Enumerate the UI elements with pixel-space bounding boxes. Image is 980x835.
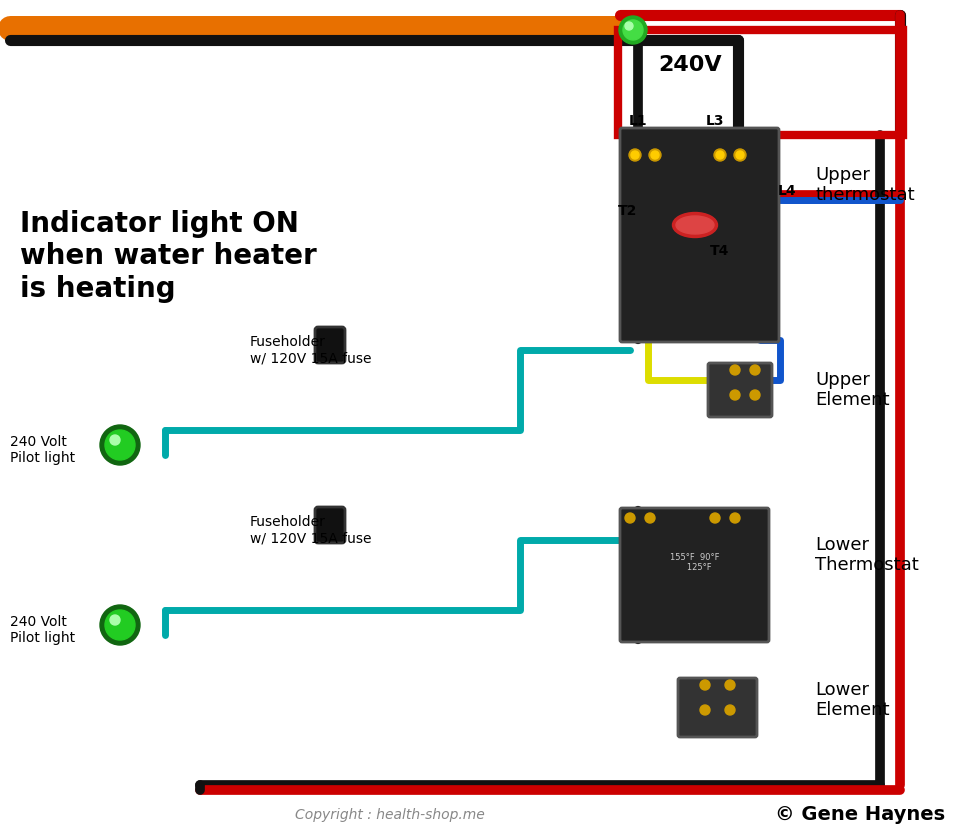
Circle shape [100, 605, 140, 645]
FancyBboxPatch shape [708, 363, 772, 417]
Circle shape [734, 149, 746, 161]
FancyBboxPatch shape [620, 128, 779, 342]
Circle shape [730, 390, 740, 400]
Circle shape [714, 149, 726, 161]
Circle shape [631, 151, 639, 159]
Text: Lower
Thermostat: Lower Thermostat [815, 535, 919, 574]
FancyBboxPatch shape [620, 508, 769, 642]
Circle shape [651, 151, 659, 159]
Circle shape [725, 680, 735, 690]
Circle shape [736, 151, 744, 159]
Text: Indicator light ON
when water heater
is heating: Indicator light ON when water heater is … [20, 210, 317, 303]
Circle shape [645, 513, 655, 523]
Circle shape [105, 610, 135, 640]
Circle shape [710, 513, 720, 523]
Circle shape [623, 20, 643, 40]
Circle shape [730, 513, 740, 523]
Text: T2: T2 [618, 204, 638, 218]
Text: © Gene Haynes: © Gene Haynes [775, 806, 945, 824]
Text: L4: L4 [778, 184, 797, 198]
Circle shape [629, 149, 641, 161]
Text: L3: L3 [706, 114, 724, 128]
Text: Upper
thermostat: Upper thermostat [815, 165, 914, 205]
Circle shape [100, 425, 140, 465]
Circle shape [700, 705, 710, 715]
FancyBboxPatch shape [678, 678, 757, 737]
Bar [618, 30, 903, 135]
Circle shape [700, 680, 710, 690]
Circle shape [105, 430, 135, 460]
Text: Fuseholder
w/ 120V 15A fuse: Fuseholder w/ 120V 15A fuse [250, 335, 371, 365]
FancyBboxPatch shape [315, 327, 345, 363]
Circle shape [730, 365, 740, 375]
Circle shape [725, 705, 735, 715]
Text: 240 Volt
Pilot light: 240 Volt Pilot light [10, 615, 75, 645]
FancyBboxPatch shape [315, 507, 345, 543]
Text: 240 Volt
Pilot light: 240 Volt Pilot light [10, 435, 75, 465]
Text: 240V: 240V [659, 55, 722, 75]
Circle shape [625, 513, 635, 523]
Circle shape [110, 615, 120, 625]
Ellipse shape [672, 212, 717, 237]
Ellipse shape [676, 216, 714, 234]
Text: Lower
Element: Lower Element [815, 681, 890, 720]
Text: T4: T4 [710, 244, 730, 258]
Circle shape [110, 435, 120, 445]
Circle shape [716, 151, 724, 159]
Circle shape [625, 22, 633, 30]
Circle shape [619, 16, 647, 44]
Circle shape [750, 390, 760, 400]
Text: 155°F  90°F
   125°F: 155°F 90°F 125°F [670, 553, 719, 572]
Text: Upper
Element: Upper Element [815, 371, 890, 409]
Circle shape [750, 365, 760, 375]
Text: L1: L1 [629, 114, 648, 128]
Text: Fuseholder
w/ 120V 15A fuse: Fuseholder w/ 120V 15A fuse [250, 515, 371, 545]
Circle shape [649, 149, 661, 161]
Text: Copyright : health-shop.me: Copyright : health-shop.me [295, 808, 485, 822]
